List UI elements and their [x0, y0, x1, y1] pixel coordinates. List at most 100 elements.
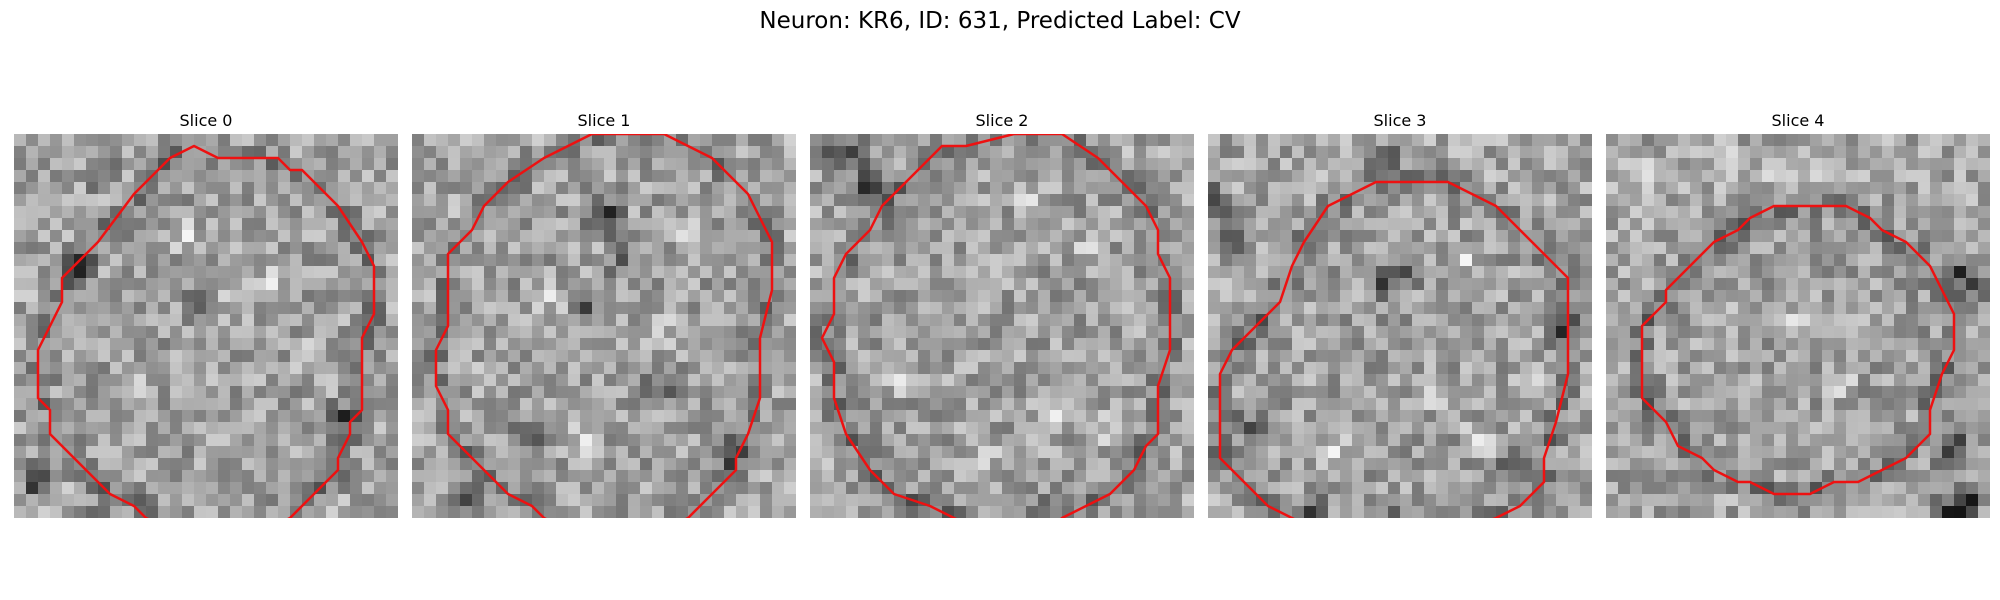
image-pixel [98, 470, 111, 483]
image-pixel [254, 506, 267, 518]
image-pixel [1292, 362, 1305, 375]
image-pixel [700, 302, 713, 315]
image-pixel [134, 446, 147, 459]
image-pixel [1244, 182, 1257, 195]
image-pixel [1846, 362, 1859, 375]
image-pixel [1858, 362, 1871, 375]
image-pixel [1050, 494, 1063, 507]
image-pixel [1328, 254, 1341, 267]
image-pixel [1026, 182, 1039, 195]
image-pixel [1532, 266, 1545, 279]
image-pixel [62, 494, 75, 507]
image-pixel [712, 434, 725, 447]
image-pixel [374, 134, 387, 147]
image-pixel [1208, 470, 1221, 483]
image-pixel [1618, 278, 1631, 291]
image-pixel [894, 350, 907, 363]
image-pixel [266, 170, 279, 183]
image-pixel [1220, 314, 1233, 327]
image-pixel [1738, 446, 1751, 459]
image-pixel [1134, 398, 1147, 411]
image-pixel [1618, 374, 1631, 387]
image-pixel [918, 290, 931, 303]
image-pixel [1654, 314, 1667, 327]
image-pixel [1798, 278, 1811, 291]
image-pixel [1606, 182, 1619, 195]
image-pixel [1062, 302, 1075, 315]
image-pixel [278, 434, 291, 447]
image-pixel [290, 410, 303, 423]
image-pixel [1762, 194, 1775, 207]
image-pixel [1484, 434, 1497, 447]
image-pixel [448, 482, 461, 495]
image-pixel [302, 254, 315, 267]
image-pixel [1966, 206, 1979, 219]
image-pixel [350, 242, 363, 255]
image-pixel [218, 194, 231, 207]
image-pixel [1472, 386, 1485, 399]
image-pixel [472, 254, 485, 267]
image-pixel [1062, 314, 1075, 327]
image-pixel [62, 470, 75, 483]
image-pixel [242, 410, 255, 423]
image-pixel [1170, 338, 1183, 351]
image-pixel [1520, 266, 1533, 279]
image-pixel [38, 266, 51, 279]
image-pixel [86, 290, 99, 303]
image-pixel [472, 338, 485, 351]
image-pixel [978, 194, 991, 207]
image-pixel [1750, 266, 1763, 279]
image-pixel [616, 398, 629, 411]
image-pixel [98, 362, 111, 375]
image-pixel [1774, 182, 1787, 195]
image-pixel [266, 158, 279, 171]
image-pixel [640, 134, 653, 147]
image-pixel [652, 230, 665, 243]
image-pixel [1894, 182, 1907, 195]
image-pixel [1134, 374, 1147, 387]
image-pixel [736, 206, 749, 219]
image-pixel [1978, 410, 1990, 423]
image-pixel [760, 434, 773, 447]
image-pixel [568, 434, 581, 447]
image-pixel [1786, 338, 1799, 351]
image-pixel [50, 218, 63, 231]
image-pixel [1328, 338, 1341, 351]
image-pixel [688, 482, 701, 495]
image-pixel [688, 398, 701, 411]
image-pixel [302, 206, 315, 219]
image-pixel [760, 278, 773, 291]
image-pixel [1074, 266, 1087, 279]
image-pixel [942, 494, 955, 507]
image-pixel [170, 242, 183, 255]
image-pixel [906, 290, 919, 303]
image-pixel [1280, 218, 1293, 231]
image-pixel [1484, 350, 1497, 363]
image-pixel [1750, 218, 1763, 231]
image-pixel [374, 314, 387, 327]
image-pixel [1690, 422, 1703, 435]
image-pixel [1930, 146, 1943, 159]
image-pixel [230, 434, 243, 447]
image-pixel [314, 350, 327, 363]
image-pixel [1580, 254, 1592, 267]
image-pixel [314, 338, 327, 351]
image-pixel [98, 350, 111, 363]
image-pixel [1738, 266, 1751, 279]
image-pixel [1714, 314, 1727, 327]
image-pixel [266, 194, 279, 207]
image-pixel [568, 170, 581, 183]
image-pixel [1316, 242, 1329, 255]
image-pixel [1520, 362, 1533, 375]
image-pixel [338, 362, 351, 375]
image-pixel [834, 278, 847, 291]
image-pixel [496, 374, 509, 387]
image-pixel [1870, 254, 1883, 267]
image-pixel [1580, 362, 1592, 375]
image-pixel [1182, 350, 1194, 363]
image-pixel [810, 458, 823, 471]
image-pixel [1618, 458, 1631, 471]
image-pixel [556, 242, 569, 255]
image-pixel [942, 386, 955, 399]
image-pixel [448, 302, 461, 315]
